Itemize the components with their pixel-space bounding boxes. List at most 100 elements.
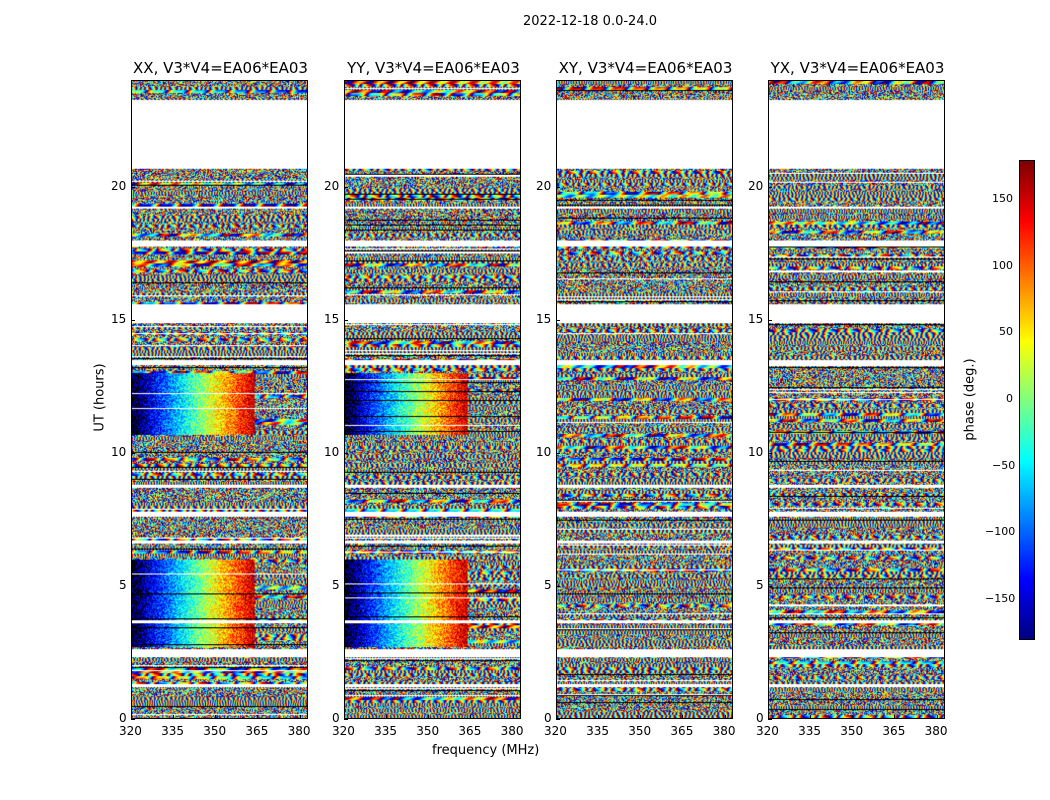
x-tick-label: 350 [203, 724, 227, 738]
y-tick-label: 0 [119, 711, 127, 725]
y-tick-mark [344, 585, 348, 587]
y-tick-label: 0 [332, 711, 340, 725]
y-tick-mark [768, 719, 772, 720]
panel-xx: XX, V3*V4=EA06*EA03 [131, 59, 308, 719]
colorbar [1019, 160, 1035, 640]
x-tick-label: 350 [840, 724, 864, 738]
x-tick-mark [344, 715, 345, 719]
y-tick-mark [344, 452, 348, 454]
x-tick-label: 320 [756, 724, 779, 738]
x-tick-label: 380 [924, 724, 948, 738]
x-tick-label: 320 [119, 724, 142, 738]
y-tick-label: 0 [756, 711, 764, 725]
panel-title: XX, V3*V4=EA06*EA03 [133, 59, 308, 77]
x-tick-label: 335 [161, 724, 185, 738]
x-tick-label: 380 [712, 724, 736, 738]
x-tick-mark [173, 715, 175, 719]
x-tick-label: 380 [500, 724, 524, 738]
colorbar-tick-label: −100 [985, 525, 1016, 539]
phase-heatmap [769, 81, 944, 718]
y-tick-mark [344, 719, 348, 720]
x-tick-label: 350 [628, 724, 652, 738]
x-tick-label: 365 [882, 724, 906, 738]
x-tick-mark [131, 715, 132, 719]
x-tick-label: 320 [544, 724, 567, 738]
phase-heatmap [345, 81, 520, 718]
y-tick-label: 5 [756, 577, 764, 592]
phase-heatmap [132, 81, 307, 718]
panel-title: XY, V3*V4=EA06*EA03 [558, 59, 733, 77]
y-tick-mark [556, 585, 560, 587]
x-tick-mark [598, 715, 600, 719]
x-tick-mark [512, 715, 514, 719]
y-tick-label: 5 [544, 577, 552, 592]
x-tick-mark [640, 715, 642, 719]
y-tick-label: 10 [111, 444, 127, 459]
y-tick-label: 15 [536, 311, 552, 326]
y-tick-label: 20 [748, 178, 764, 193]
y-tick-mark [131, 585, 135, 587]
colorbar-tick-label: 150 [992, 192, 1013, 205]
y-tick-label: 20 [324, 178, 340, 193]
x-tick-label: 365 [245, 724, 269, 738]
y-tick-label: 15 [111, 311, 127, 326]
figure-title: 2022-12-18 0.0-24.0 [523, 14, 657, 29]
x-tick-label: 335 [586, 724, 610, 738]
y-tick-label: 10 [536, 444, 552, 459]
panel-yx: YX, V3*V4=EA06*EA03 [768, 59, 945, 719]
phase-heatmap [557, 81, 732, 718]
x-tick-label: 320 [332, 724, 355, 738]
y-tick-mark [556, 319, 560, 321]
y-tick-label: 20 [111, 178, 127, 193]
x-tick-label: 380 [287, 724, 311, 738]
y-axis-label: UT (hours) [92, 363, 108, 432]
panel-title: YX, V3*V4=EA06*EA03 [770, 59, 945, 77]
x-tick-label: 350 [416, 724, 440, 738]
x-tick-mark [299, 715, 301, 719]
colorbar-tick-label: 50 [999, 325, 1013, 339]
y-tick-label: 5 [332, 577, 340, 592]
y-tick-mark [556, 186, 560, 188]
x-tick-mark [768, 715, 769, 719]
x-tick-mark [257, 715, 259, 719]
y-tick-mark [131, 719, 135, 720]
x-tick-mark [215, 715, 217, 719]
y-tick-label: 20 [536, 178, 552, 193]
y-tick-label: 15 [748, 311, 764, 326]
y-tick-mark [768, 585, 772, 587]
x-tick-mark [810, 715, 812, 719]
x-tick-mark [386, 715, 388, 719]
y-tick-mark [556, 452, 560, 454]
y-tick-mark [344, 319, 348, 321]
y-tick-mark [768, 452, 772, 454]
panel-xy: XY, V3*V4=EA06*EA03 [556, 59, 733, 719]
x-tick-label: 335 [798, 724, 822, 738]
y-tick-label: 5 [119, 577, 127, 592]
colorbar-label: phase (deg.) [962, 358, 978, 441]
x-tick-mark [556, 715, 557, 719]
x-tick-label: 335 [374, 724, 398, 738]
x-tick-label: 365 [670, 724, 694, 738]
panel-yy: YY, V3*V4=EA06*EA03 [344, 59, 521, 719]
x-tick-mark [724, 715, 726, 719]
panel-title: YY, V3*V4=EA06*EA03 [347, 59, 520, 77]
y-tick-mark [768, 319, 772, 321]
x-tick-mark [852, 715, 854, 719]
y-tick-mark [344, 186, 348, 188]
colorbar-tick-label: 0 [1006, 392, 1013, 405]
y-tick-label: 0 [544, 711, 552, 725]
x-tick-mark [894, 715, 896, 719]
y-tick-mark [131, 319, 135, 321]
x-axis-label: frequency (MHz) [432, 743, 540, 758]
x-tick-mark [936, 715, 938, 719]
x-tick-mark [682, 715, 684, 719]
y-tick-label: 15 [324, 311, 340, 326]
y-tick-mark [131, 186, 135, 188]
colorbar-tick-label: −150 [985, 592, 1016, 605]
x-tick-label: 365 [458, 724, 482, 738]
y-tick-mark [556, 719, 560, 720]
y-tick-label: 10 [324, 444, 340, 459]
x-tick-mark [428, 715, 430, 719]
x-tick-mark [470, 715, 472, 719]
